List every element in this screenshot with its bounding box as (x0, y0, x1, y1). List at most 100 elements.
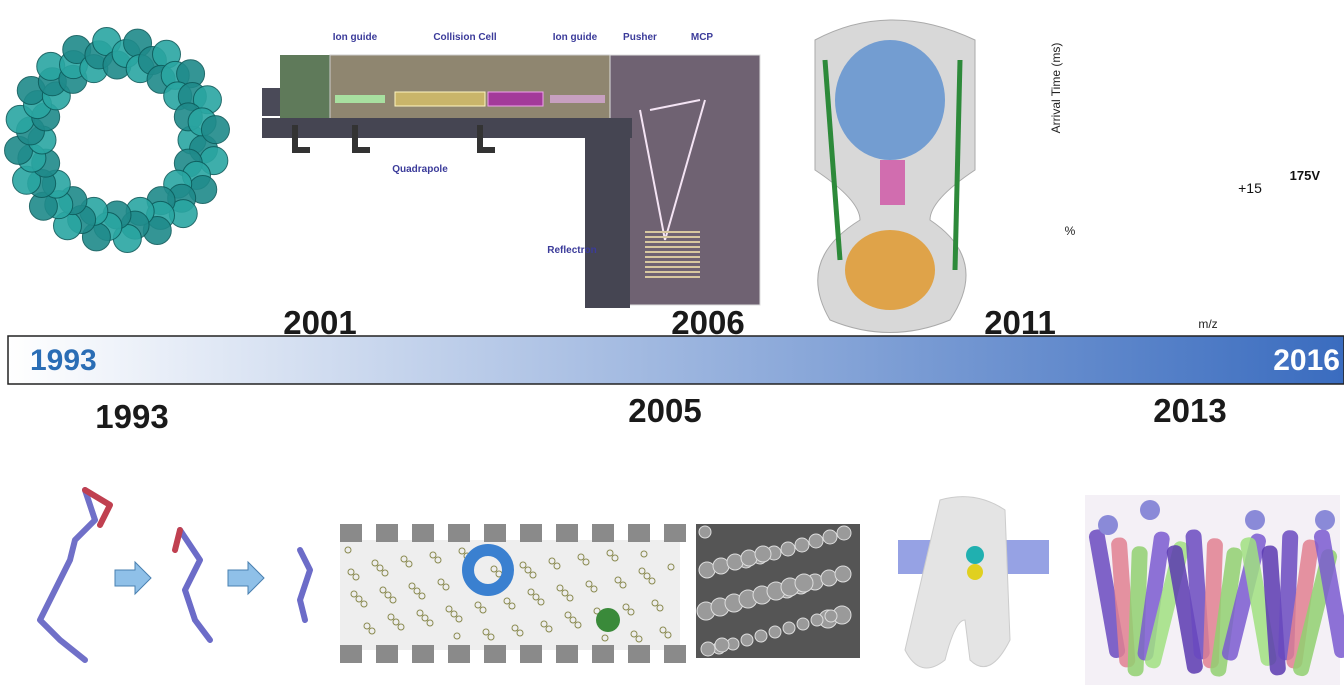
lipid-block (628, 645, 650, 663)
transporter (904, 496, 1011, 669)
annotation: +15 (1238, 180, 1262, 196)
detergent (474, 601, 482, 609)
detergent (664, 631, 672, 639)
particle (808, 533, 824, 549)
membrane-domain (845, 230, 935, 310)
lipid-block (376, 645, 398, 663)
detergent (445, 605, 453, 613)
detergent (545, 625, 553, 633)
detergent (622, 603, 630, 611)
detergent (450, 610, 458, 618)
detergent (561, 589, 569, 597)
detergent (593, 607, 601, 615)
lipid-block (448, 524, 470, 542)
illustrations (4, 19, 1344, 685)
lipid-sphere (1140, 500, 1160, 520)
lipid-block (664, 524, 686, 542)
ion-guide (335, 95, 385, 103)
component-label: Ion guide (553, 32, 598, 43)
detergent (479, 606, 487, 614)
detergent (453, 632, 461, 640)
detergent (376, 564, 384, 572)
detergent (524, 566, 532, 574)
lipid-block (592, 524, 614, 542)
arrow (227, 560, 265, 596)
instrument-chamber (609, 54, 761, 306)
timeline-end: 2016 (1273, 344, 1340, 377)
detergent (363, 622, 371, 630)
soluble-protein (596, 608, 620, 632)
particle (726, 553, 744, 571)
lipid-block (412, 524, 434, 542)
detergent (614, 576, 622, 584)
year-label: 2005 (628, 392, 701, 429)
membrane-protein (462, 544, 514, 596)
detergent (659, 626, 667, 634)
particle (794, 537, 810, 553)
detergent (519, 561, 527, 569)
bilayer (1005, 540, 1049, 574)
lipid-block (484, 524, 506, 542)
detergent (532, 593, 540, 601)
detergent (371, 559, 379, 567)
protein-chain (172, 527, 183, 553)
detergent (648, 577, 656, 585)
year-label: 2013 (1153, 392, 1226, 429)
detergent (418, 592, 426, 600)
protein-chain (177, 527, 213, 643)
instrument-chamber (280, 55, 330, 125)
detergent (381, 569, 389, 577)
year-label: 2011 (984, 304, 1056, 341)
detergent (437, 578, 445, 586)
detergent (548, 557, 556, 565)
detergent (347, 568, 355, 576)
particle (834, 565, 852, 583)
detergent (416, 609, 424, 617)
detergent (590, 585, 598, 593)
instrument-base (262, 118, 632, 138)
particle (740, 549, 758, 567)
detergent (640, 550, 648, 558)
detergent (577, 553, 585, 561)
detergent (355, 595, 363, 603)
particle (824, 609, 838, 623)
detergent (368, 627, 376, 635)
helix-cylinder (1088, 529, 1126, 658)
particle (810, 613, 824, 627)
detergent (656, 604, 664, 612)
particle (700, 641, 716, 657)
detergent (434, 556, 442, 564)
detergent (384, 591, 392, 599)
detergent (400, 555, 408, 563)
lipid-block (520, 645, 542, 663)
detergent (408, 582, 416, 590)
detergent (635, 635, 643, 643)
voltage-label: 175V (1290, 24, 1321, 39)
quadrupole (394, 91, 486, 107)
detergent (516, 629, 524, 637)
ligand (966, 546, 984, 564)
lipid-block (556, 524, 578, 542)
collision-cell (487, 91, 544, 107)
detergent (667, 563, 675, 571)
particle (782, 621, 796, 635)
particle (754, 629, 768, 643)
protein-chain (82, 487, 113, 528)
particle (712, 557, 730, 575)
clamp (352, 125, 370, 153)
ligand (967, 564, 983, 580)
particle (754, 545, 772, 563)
stalk (880, 160, 905, 205)
detergent (564, 611, 572, 619)
protein-chain (37, 487, 98, 663)
detergent (360, 600, 368, 608)
detergent (601, 634, 609, 642)
detergent (556, 584, 564, 592)
instrument-labels: Ion guide Collision Cell Ion guide Pushe… (333, 32, 714, 256)
year-label: 2001 (283, 304, 356, 341)
component-label: Collision Cell (433, 32, 497, 43)
lipid-sphere (1315, 510, 1335, 530)
detergent (540, 620, 548, 628)
detergent (574, 621, 582, 629)
